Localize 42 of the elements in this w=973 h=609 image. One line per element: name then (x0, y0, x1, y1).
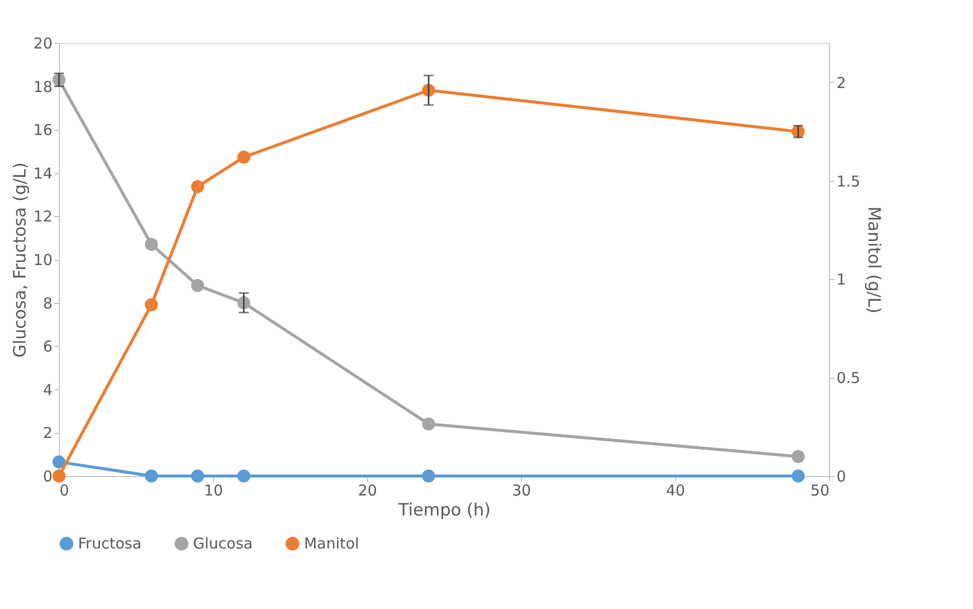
point (144, 469, 158, 483)
y-tick-label: 2 (42, 424, 52, 442)
y2-tick-label: 1.5 (836, 172, 860, 190)
point (792, 450, 805, 464)
y-tick-label: 0 (42, 468, 52, 486)
point (191, 278, 204, 292)
x-tick-label: 50 (810, 482, 830, 500)
y-tick-label: 10 (33, 251, 52, 269)
point (144, 238, 158, 251)
y-tick-label: 4 (42, 380, 52, 399)
point (191, 469, 204, 483)
legend-label: Manitol (304, 534, 360, 553)
y2-tick-label: 0.5 (836, 369, 860, 388)
point (237, 150, 250, 164)
y-tick-label: 20 (33, 34, 52, 52)
y-tick-label: 8 (42, 294, 52, 312)
point (52, 455, 66, 468)
y-tick-label: 16 (33, 121, 52, 140)
y-tick-label: 12 (33, 208, 52, 226)
y2-tick-label: 2 (836, 74, 846, 92)
point (144, 298, 158, 312)
y-axis-title: Glucosa, Fructosa (g/L) (10, 162, 30, 358)
y-tick-label: 14 (33, 164, 52, 182)
y2-axis-title: Manitol (g/L) (863, 206, 884, 314)
x-tick-label: 30 (512, 482, 532, 500)
y-tick-label: 18 (33, 78, 52, 96)
point (792, 469, 805, 483)
point (52, 469, 66, 483)
x-axis-title: Tiempo (h) (397, 500, 491, 520)
point (422, 418, 436, 431)
point (237, 469, 250, 483)
y2-tick-label: 0 (836, 468, 846, 486)
point (422, 469, 436, 483)
legend-label: Fructosa (78, 534, 142, 553)
y2-tick-label: 1 (836, 270, 846, 289)
legend-label: Glucosa (193, 534, 253, 553)
x-tick-label: 40 (666, 482, 686, 500)
x-tick-label: 20 (358, 482, 378, 500)
x-tick-label: 0 (60, 482, 70, 500)
y-tick-label: 6 (42, 338, 52, 356)
x-tick-label: 10 (204, 482, 224, 500)
point (191, 180, 204, 194)
